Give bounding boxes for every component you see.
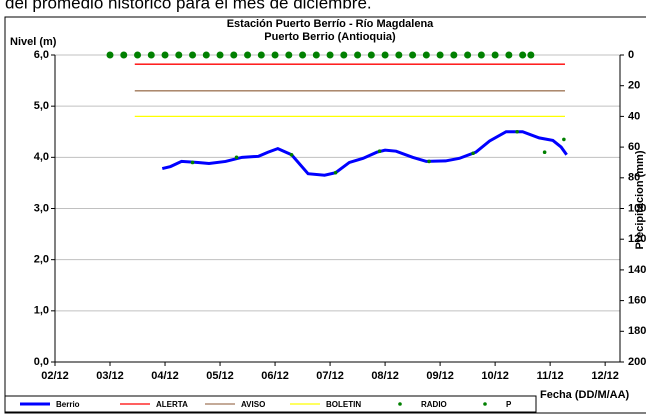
legend-label: BOLETIN (326, 400, 361, 409)
series-point (562, 137, 566, 142)
x-tick-label: 07/12 (316, 370, 344, 382)
series-point (333, 170, 338, 175)
series-point (230, 51, 238, 59)
series-point (367, 51, 375, 59)
series-point (422, 51, 430, 59)
x-tick-label: 09/12 (426, 370, 454, 382)
y2-axis-label: Precipitacion (mm) (634, 150, 646, 249)
legend-label: ALERTA (156, 400, 188, 409)
y-tick-label: 1,0 (34, 305, 49, 317)
series-point (427, 159, 431, 164)
series-point (189, 51, 197, 59)
x-tick-label: 11/12 (537, 370, 564, 382)
y-tick-label: 3,0 (34, 202, 49, 214)
series-point (202, 51, 210, 59)
y2-tick-label: 60 (628, 141, 640, 153)
series-point (161, 51, 169, 59)
x-tick-label: 02/12 (41, 370, 69, 382)
chart-subtitle: Puerto Berrio (Antioquia) (264, 31, 396, 43)
y2-tick-label: 20 (628, 80, 640, 92)
y-axis-label: Nivel (m) (10, 36, 57, 48)
series-point (285, 51, 293, 59)
y2-tick-label: 180 (628, 325, 646, 337)
legend-label: P (506, 400, 512, 409)
legend-swatch (398, 402, 402, 406)
legend-label: RADIO (421, 400, 447, 409)
series-point (381, 51, 389, 59)
y2-tick-label: 80 (628, 172, 640, 184)
series-point (377, 149, 382, 153)
y2-tick-label: 200 (628, 356, 646, 368)
y-tick-label: 6,0 (34, 49, 49, 61)
y-tick-label: 4,0 (34, 151, 49, 163)
y-tick-label: 0,0 (34, 356, 49, 368)
x-tick-label: 03/12 (96, 370, 124, 382)
x-tick-label: 06/12 (261, 370, 289, 382)
chart-frame (4, 16, 646, 414)
series-point (106, 51, 114, 59)
series-point (175, 51, 183, 59)
y2-tick-label: 160 (628, 295, 646, 307)
y2-tick-label: 40 (628, 110, 640, 122)
series-point (147, 51, 155, 59)
series-point (120, 51, 128, 59)
series-point (271, 51, 279, 59)
series-line (161, 130, 568, 177)
legend-swatch (483, 402, 487, 406)
series-point (257, 51, 265, 59)
series-point (340, 51, 348, 59)
y-tick-label: 5,0 (34, 100, 49, 112)
y2-tick-label: 100 (628, 202, 646, 214)
series-point (289, 152, 294, 157)
legend-label: Berrio (56, 400, 80, 409)
series-point (491, 51, 499, 59)
series-point (542, 150, 547, 155)
series-point (409, 51, 417, 59)
series-point (134, 51, 142, 59)
series-point (395, 51, 403, 59)
y-tick-label: 2,0 (34, 254, 49, 266)
series-point (190, 160, 195, 165)
x-tick-label: 12/12 (591, 370, 619, 382)
series-point (505, 51, 513, 59)
legend-box (4, 395, 537, 413)
series-point (436, 51, 444, 59)
series-point (464, 51, 472, 59)
series-point (354, 51, 362, 59)
chart-title: Estación Puerto Berrío - Río Magdalena (227, 18, 434, 30)
legend-label: AVISO (241, 400, 265, 409)
x-tick-label: 08/12 (371, 370, 399, 382)
series-point (515, 129, 519, 134)
caption: del promedio histórico para el mes de di… (5, 0, 372, 12)
series-point (471, 151, 475, 156)
y2-tick-label: 120 (628, 233, 646, 245)
x-tick-label: 04/12 (151, 370, 179, 382)
series-point (299, 51, 307, 59)
series-point (216, 51, 224, 59)
series-point (450, 51, 458, 59)
x-axis-label: Fecha (DD/M/AA) (540, 389, 630, 401)
series-point (326, 51, 334, 59)
series-point (312, 51, 320, 59)
series-point (244, 51, 252, 59)
x-tick-label: 10/12 (481, 370, 509, 382)
series-point (527, 51, 535, 59)
y2-tick-label: 140 (628, 264, 646, 276)
series-point (477, 51, 485, 59)
x-tick-label: 05/12 (206, 370, 234, 382)
series-point (234, 155, 239, 160)
series-point (519, 51, 527, 59)
y2-tick-label: 0 (628, 49, 634, 61)
